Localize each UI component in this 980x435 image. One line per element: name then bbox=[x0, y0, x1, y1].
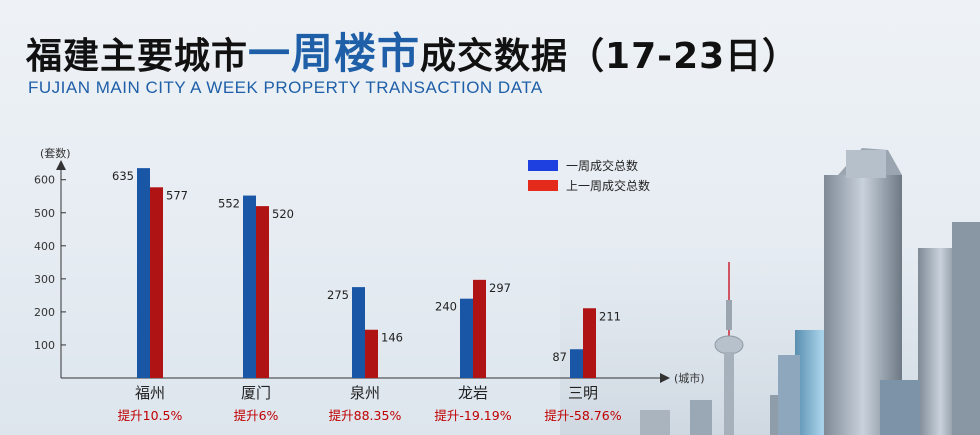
y-tick-label: 600 bbox=[34, 174, 55, 187]
bar-value-label-previous-week: 297 bbox=[489, 281, 511, 295]
bar-value-label-current-week: 87 bbox=[552, 350, 567, 364]
bars-group bbox=[137, 168, 596, 378]
legend-swatch-previous-week bbox=[528, 180, 558, 191]
x-category-label: 泉州 bbox=[350, 384, 380, 402]
change-percent-label: 提升10.5% bbox=[118, 408, 183, 423]
x-axis-title: (城市) bbox=[674, 371, 705, 385]
x-category-label: 三明 bbox=[568, 384, 598, 402]
bar-value-label-previous-week: 211 bbox=[599, 309, 621, 323]
bar-value-label-previous-week: 577 bbox=[166, 188, 188, 202]
bar-value-label-current-week: 275 bbox=[327, 288, 349, 302]
bar-value-label-previous-week: 520 bbox=[272, 207, 294, 221]
bar-current-week bbox=[460, 298, 473, 378]
bar-previous-week bbox=[583, 308, 596, 378]
bar-previous-week bbox=[150, 187, 163, 378]
title-part2: 成交数据（17-23日） bbox=[420, 36, 800, 77]
change-percent-label: 提升-58.76% bbox=[544, 408, 621, 423]
bar-current-week bbox=[137, 168, 150, 378]
change-percent-label: 提升-19.19% bbox=[434, 408, 511, 423]
y-tick-label: 300 bbox=[34, 273, 55, 286]
y-axis-title: (套数) bbox=[40, 147, 71, 160]
bar-current-week bbox=[352, 287, 365, 378]
title-highlight: 一周楼市 bbox=[248, 29, 421, 78]
legend-label-current-week: 一周成交总数 bbox=[566, 158, 638, 173]
city-skyline-illustration bbox=[560, 148, 980, 435]
change-percent-label: 提升6% bbox=[234, 408, 279, 423]
legend: 一周成交总数 上一周成交总数 bbox=[528, 158, 650, 193]
bar-current-week bbox=[570, 349, 583, 378]
x-category-label: 福州 bbox=[135, 384, 165, 402]
y-axis: (套数) 100 200 300 400 500 600 bbox=[34, 147, 71, 378]
bar-value-label-current-week: 552 bbox=[218, 197, 240, 211]
title-part1: 福建主要城市 bbox=[26, 36, 249, 77]
page-title: 福建主要城市一周楼市成交数据（17-23日） bbox=[26, 20, 799, 81]
bar-value-label-current-week: 635 bbox=[112, 169, 134, 183]
page-subtitle: FUJIAN MAIN CITY A WEEK PROPERTY TRANSAC… bbox=[28, 78, 543, 97]
y-tick-label: 400 bbox=[34, 240, 55, 253]
bar-previous-week bbox=[365, 329, 378, 378]
legend-swatch-current-week bbox=[528, 160, 558, 171]
x-category-label: 厦门 bbox=[241, 384, 271, 402]
x-category-label: 龙岩 bbox=[458, 384, 488, 402]
bar-previous-week bbox=[473, 279, 486, 378]
bar-previous-week bbox=[256, 206, 269, 378]
legend-label-previous-week: 上一周成交总数 bbox=[566, 178, 650, 193]
y-tick-label: 500 bbox=[34, 207, 55, 220]
bar-value-label-previous-week: 146 bbox=[381, 331, 403, 345]
bar-current-week bbox=[243, 195, 256, 378]
bar-value-label-current-week: 240 bbox=[435, 300, 457, 314]
change-percent-label: 提升88.35% bbox=[329, 408, 402, 423]
y-tick-label: 100 bbox=[34, 339, 55, 352]
y-tick-label: 200 bbox=[34, 306, 55, 319]
